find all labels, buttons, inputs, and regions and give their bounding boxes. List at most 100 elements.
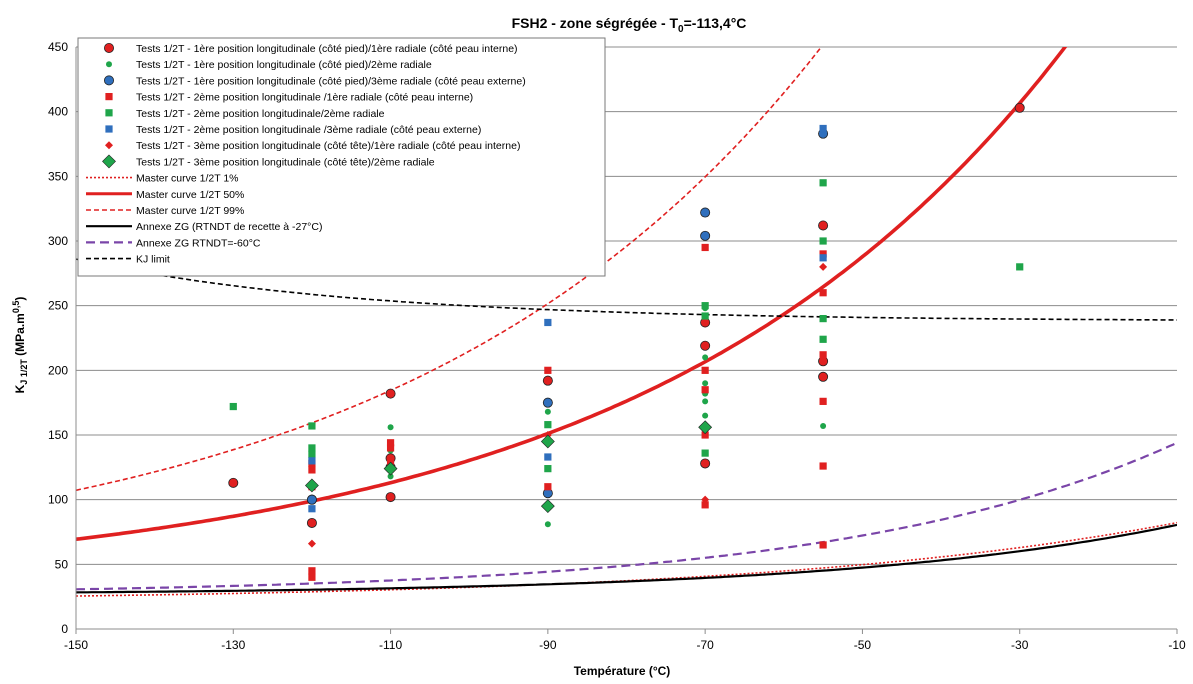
data-point-s1-5 bbox=[544, 408, 551, 415]
data-point-s4-4 bbox=[544, 421, 552, 429]
y-axis-title: KJ 1/2T (MPa.m0,5) bbox=[11, 297, 29, 394]
data-point-s0-3 bbox=[385, 388, 396, 399]
data-point-s3-7 bbox=[386, 457, 395, 465]
y-axis-title-superscript: 0,5 bbox=[11, 301, 21, 314]
data-point-s5-0 bbox=[308, 457, 316, 465]
x-tick-label--150: -150 bbox=[64, 638, 88, 652]
data-point-s4-12 bbox=[819, 335, 827, 343]
y-tick-label-100: 100 bbox=[48, 493, 68, 507]
data-point-s4-3 bbox=[308, 450, 316, 458]
legend-marker-s5 bbox=[105, 125, 113, 133]
data-point-s4-8 bbox=[701, 449, 709, 457]
data-point-s0-7 bbox=[542, 375, 553, 386]
legend-marker-s7 bbox=[102, 154, 116, 169]
y-tick-label-0: 0 bbox=[61, 622, 68, 636]
data-point-s3-15 bbox=[819, 250, 827, 258]
data-point-s2-3 bbox=[700, 207, 711, 218]
data-point-s4-6 bbox=[701, 302, 709, 310]
chart-title-tail: =-113,4°C bbox=[684, 15, 747, 31]
legend-label-s7: Tests 1/2T - 3ème position longitudinale… bbox=[136, 156, 435, 168]
curve-4 bbox=[76, 441, 1177, 591]
legend-marker-s3 bbox=[105, 93, 113, 101]
legend-marker-s0 bbox=[104, 43, 115, 54]
y-tick-label-350: 350 bbox=[48, 169, 68, 183]
x-tick-label--10: -10 bbox=[1168, 638, 1186, 652]
y-tick-label-450: 450 bbox=[48, 40, 68, 54]
data-point-s7-4 bbox=[698, 420, 713, 435]
y-tick-label-300: 300 bbox=[48, 234, 68, 248]
y-tick-label-50: 50 bbox=[55, 557, 69, 571]
legend-marker-s1 bbox=[106, 61, 112, 68]
y-axis-title-end: ) bbox=[13, 297, 27, 301]
y-tick-label-200: 200 bbox=[48, 363, 68, 377]
data-point-s5-5 bbox=[819, 254, 827, 262]
x-tick-label--90: -90 bbox=[539, 638, 557, 652]
data-point-s4-5 bbox=[544, 465, 552, 473]
legend: Tests 1/2T - 1ère position longitudinale… bbox=[77, 37, 606, 277]
data-point-s3-5 bbox=[386, 439, 395, 447]
data-point-s5-3 bbox=[544, 453, 552, 461]
chart-title-main: FSH2 - zone ségrégée - T bbox=[512, 15, 679, 31]
data-point-s5-2 bbox=[544, 318, 552, 327]
curve-3 bbox=[76, 523, 1177, 594]
data-point-s6-0 bbox=[307, 539, 316, 548]
x-tick-label--110: -110 bbox=[379, 638, 402, 652]
data-point-s1-3 bbox=[387, 473, 394, 480]
x-tick-label--50: -50 bbox=[854, 638, 872, 652]
data-point-s3-10 bbox=[701, 243, 709, 252]
legend-label-s3: Tests 1/2T - 2ème position longitudinale… bbox=[136, 92, 473, 104]
data-point-s1-6 bbox=[544, 521, 551, 528]
data-point-s1-8 bbox=[702, 354, 709, 361]
legend-label-c2: Master curve 1/2T 99% bbox=[136, 205, 244, 217]
data-point-s3-3 bbox=[308, 567, 316, 575]
y-axis-title-subscript: J 1/2T bbox=[19, 359, 29, 385]
data-point-s7-1 bbox=[383, 461, 398, 476]
legend-label-c1: Master curve 1/2T 50% bbox=[136, 189, 244, 201]
x-tick-label--130: -130 bbox=[221, 638, 245, 652]
data-point-s0-11 bbox=[818, 220, 829, 231]
data-point-s0-9 bbox=[700, 340, 711, 351]
legend-label-c5: KJ limit bbox=[136, 254, 170, 266]
data-point-s0-14 bbox=[1014, 102, 1025, 113]
curve-5 bbox=[76, 258, 1177, 321]
data-point-s3-11 bbox=[701, 366, 709, 374]
data-point-s3-16 bbox=[819, 289, 827, 297]
data-point-s7-0 bbox=[305, 478, 319, 493]
data-point-s2-0 bbox=[306, 494, 317, 505]
legend-label-s1: Tests 1/2T - 1ère position longitudinale… bbox=[136, 59, 432, 71]
data-point-s4-13 bbox=[1016, 263, 1024, 271]
data-point-s4-0 bbox=[229, 402, 237, 411]
legend-box bbox=[77, 37, 606, 277]
data-point-s3-6 bbox=[386, 444, 395, 452]
data-point-s1-12 bbox=[702, 412, 709, 419]
data-point-s7-2 bbox=[540, 434, 555, 449]
data-point-s5-4 bbox=[819, 124, 827, 133]
x-tick-label--30: -30 bbox=[1011, 638, 1029, 652]
data-point-s3-17 bbox=[819, 351, 827, 359]
data-point-s4-10 bbox=[819, 237, 827, 245]
data-point-s3-14 bbox=[701, 501, 709, 509]
data-point-s3-19 bbox=[819, 462, 827, 470]
legend-label-s6: Tests 1/2T - 3ème position longitudinale… bbox=[136, 140, 520, 152]
data-point-s0-2 bbox=[306, 517, 317, 528]
chart-title-subscript: 0 bbox=[678, 24, 684, 35]
data-point-s1-11 bbox=[702, 398, 709, 405]
legend-label-s5: Tests 1/2T - 2ème position longitudinale… bbox=[136, 124, 481, 136]
data-point-s6-3 bbox=[701, 495, 710, 504]
curve-1 bbox=[76, 47, 1068, 541]
data-point-s6-4 bbox=[819, 262, 828, 271]
legend-label-c3: Annexe ZG (RTNDT de recette à -27°C) bbox=[136, 221, 322, 233]
data-point-s0-13 bbox=[818, 371, 829, 382]
data-point-s1-0 bbox=[387, 424, 394, 431]
legend-label-s4: Tests 1/2T - 2ème position longitudinale… bbox=[136, 108, 385, 120]
y-axis-title-unit: (MPa.m bbox=[13, 313, 27, 359]
data-point-s2-4 bbox=[700, 230, 711, 241]
chart-title: FSH2 - zone ségrégée - T0=-113,4°C bbox=[512, 15, 747, 35]
legend-label-c4: Annexe ZG RTNDT=-60°C bbox=[136, 237, 261, 249]
y-tick-label-250: 250 bbox=[48, 299, 68, 313]
data-point-s3-20 bbox=[819, 541, 827, 549]
data-point-s1-9 bbox=[702, 380, 709, 387]
data-points-layer bbox=[228, 102, 1025, 581]
